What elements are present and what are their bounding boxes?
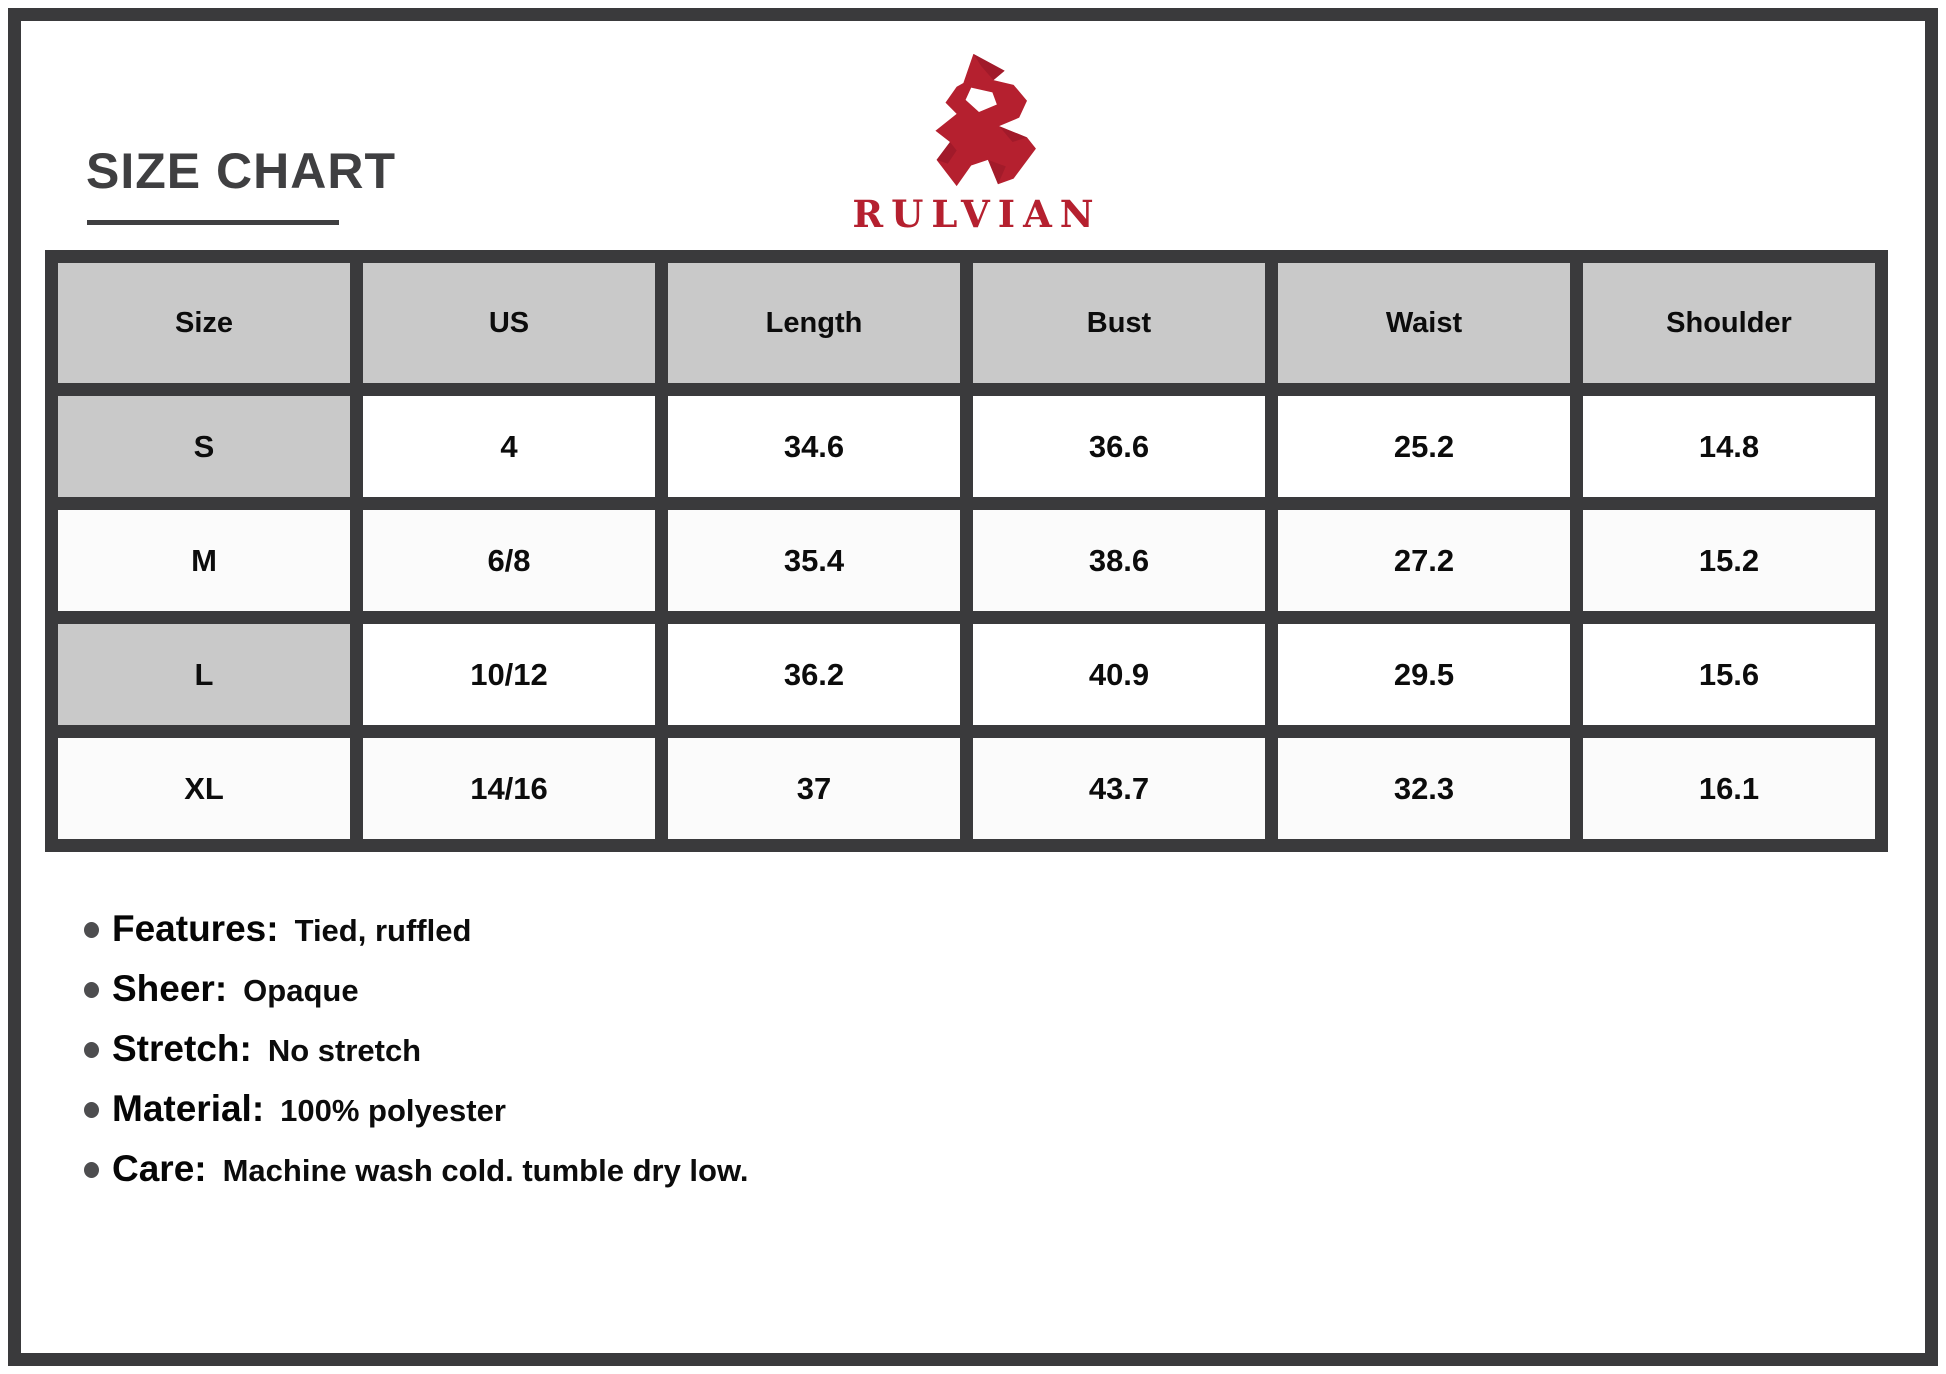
bullet-icon — [84, 981, 99, 998]
value-cell: 25.2 — [1278, 396, 1570, 497]
detail-label: Features: — [112, 908, 279, 949]
size-chart-table: Size US Length Bust Waist Shoulder S 4 3… — [45, 250, 1888, 852]
brand-name: RULVIAN — [852, 192, 1102, 236]
value-cell: 29.5 — [1278, 624, 1570, 725]
detail-item-sheer: Sheer: Opaque — [84, 966, 749, 1013]
detail-value: Tied, ruffled — [294, 913, 472, 948]
detail-label: Material: — [112, 1088, 265, 1129]
detail-item-material: Material: 100% polyester — [84, 1086, 749, 1133]
bullet-icon — [84, 1101, 99, 1118]
value-cell: 10/12 — [363, 624, 655, 725]
rulvian-r-logo-icon — [935, 53, 1036, 187]
header-cell-size: Size — [58, 263, 350, 383]
table-header-row: Size US Length Bust Waist Shoulder — [58, 263, 1875, 383]
detail-item-stretch: Stretch: No stretch — [84, 1026, 749, 1073]
header-cell-shoulder: Shoulder — [1583, 263, 1875, 383]
table-row-xl: XL 14/16 37 43.7 32.3 16.1 — [58, 738, 1875, 839]
value-cell: 32.3 — [1278, 738, 1570, 839]
detail-value: Opaque — [243, 973, 359, 1008]
detail-value: Machine wash cold. tumble dry low. — [222, 1153, 749, 1188]
size-cell: S — [58, 396, 350, 497]
value-cell: 6/8 — [363, 510, 655, 611]
detail-item-features: Features: Tied, ruffled — [84, 906, 749, 953]
detail-label: Sheer: — [112, 968, 228, 1009]
value-cell: 36.6 — [973, 396, 1265, 497]
detail-value: 100% polyester — [280, 1093, 506, 1128]
detail-label: Care: — [112, 1148, 207, 1189]
detail-value: No stretch — [267, 1033, 422, 1068]
value-cell: 16.1 — [1583, 738, 1875, 839]
value-cell: 15.6 — [1583, 624, 1875, 725]
bullet-icon — [84, 1041, 99, 1058]
value-cell: 14.8 — [1583, 396, 1875, 497]
bullet-icon — [84, 921, 99, 938]
value-cell: 36.2 — [668, 624, 960, 725]
value-cell: 35.4 — [668, 510, 960, 611]
value-cell: 4 — [363, 396, 655, 497]
value-cell: 14/16 — [363, 738, 655, 839]
header-cell-waist: Waist — [1278, 263, 1570, 383]
detail-item-care: Care: Machine wash cold. tumble dry low. — [84, 1146, 749, 1193]
table-row-l: L 10/12 36.2 40.9 29.5 15.6 — [58, 624, 1875, 725]
title-underline — [87, 220, 339, 225]
table-row-m: M 6/8 35.4 38.6 27.2 15.2 — [58, 510, 1875, 611]
value-cell: 34.6 — [668, 396, 960, 497]
header-cell-length: Length — [668, 263, 960, 383]
product-details-list: Features: Tied, ruffled Sheer: Opaque St… — [84, 906, 749, 1206]
header-cell-bust: Bust — [973, 263, 1265, 383]
page-title: SIZE CHART — [86, 143, 396, 199]
value-cell: 37 — [668, 738, 960, 839]
bullet-icon — [84, 1161, 99, 1178]
value-cell: 40.9 — [973, 624, 1265, 725]
table-row-s: S 4 34.6 36.6 25.2 14.8 — [58, 396, 1875, 497]
header-cell-us: US — [363, 263, 655, 383]
detail-label: Stretch: — [112, 1028, 252, 1069]
value-cell: 43.7 — [973, 738, 1265, 839]
value-cell: 38.6 — [973, 510, 1265, 611]
brand-logo-block: RULVIAN — [844, 52, 1101, 236]
value-cell: 27.2 — [1278, 510, 1570, 611]
size-cell: M — [58, 510, 350, 611]
size-cell: XL — [58, 738, 350, 839]
value-cell: 15.2 — [1583, 510, 1875, 611]
size-cell: L — [58, 624, 350, 725]
